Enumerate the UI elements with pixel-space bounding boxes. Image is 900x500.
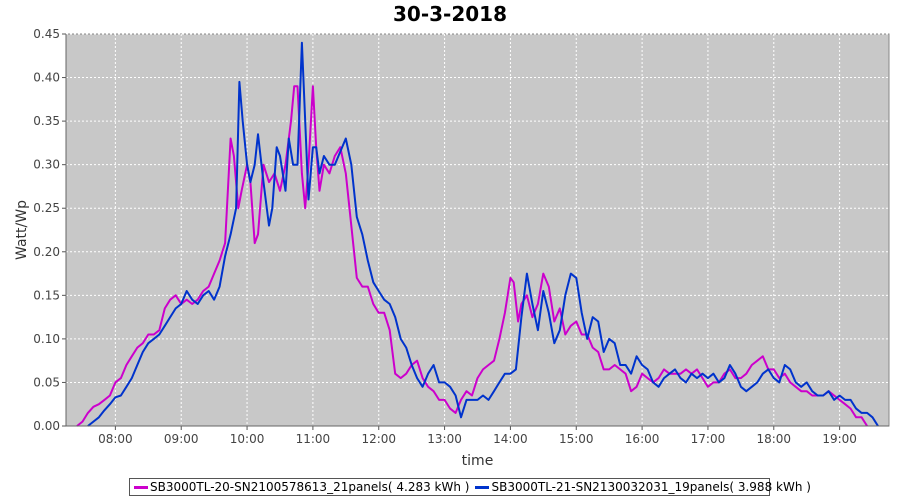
- y-tick-label: 0.30: [33, 158, 60, 172]
- x-tick-label: 11:00: [296, 432, 331, 446]
- y-tick-label: 0.25: [33, 201, 60, 215]
- series-lines: [76, 41, 879, 427]
- legend-label: SB3000TL-20-SN2100578613_21panels( 4.283…: [150, 480, 470, 494]
- x-tick-label: 08:00: [98, 432, 133, 446]
- x-tick-label: 16:00: [625, 432, 660, 446]
- x-tick-label: 14:00: [493, 432, 528, 446]
- x-tick-label: 13:00: [427, 432, 462, 446]
- chart-title: 30-3-2018: [392, 2, 507, 26]
- plot-background: [65, 33, 890, 427]
- x-tick-label: 15:00: [559, 432, 594, 446]
- series-line-2: [87, 41, 879, 427]
- y-tick-label: 0.10: [33, 332, 60, 346]
- y-tick-label: 0.40: [33, 71, 60, 85]
- legend-item-series-1: SB3000TL-20-SN2100578613_21panels( 4.283…: [134, 480, 469, 494]
- y-tick-label: 0.15: [33, 288, 60, 302]
- y-tick-label: 0.35: [33, 114, 60, 128]
- x-tick-label: 17:00: [691, 432, 726, 446]
- x-tick-label: 12:00: [361, 432, 396, 446]
- x-axis-label: time: [462, 453, 494, 469]
- x-tick-label: 10:00: [230, 432, 265, 446]
- x-tick-label: 09:00: [164, 432, 199, 446]
- legend-swatch: [475, 485, 490, 489]
- x-tick-label: 19:00: [822, 432, 857, 446]
- legend-swatch: [134, 485, 148, 489]
- y-tick-label: 0.20: [33, 245, 60, 259]
- axes: 0.00 0.05 0.10 0.15 0.20 0.25 0.30 0.35 0.40 0.45…: [33, 27, 889, 446]
- y-tick-label: 0.05: [33, 375, 60, 389]
- legend: SB3000TL-20-SN2100578613_21panels( 4.283…: [129, 478, 811, 496]
- y-tick-label: 0.00: [33, 419, 60, 433]
- plot-area: [65, 33, 890, 427]
- y-axis-label: Watt/Wp: [14, 200, 30, 260]
- y-tick-label: 0.45: [33, 27, 60, 41]
- legend-label: SB3000TL-21-SN2130032031_19panels( 3.988…: [491, 480, 811, 494]
- series-line-1: [76, 85, 868, 427]
- legend-item-series-2: SB3000TL-21-SN2130032031_19panels( 3.988…: [475, 480, 811, 494]
- x-tick-label: 18:00: [756, 432, 791, 446]
